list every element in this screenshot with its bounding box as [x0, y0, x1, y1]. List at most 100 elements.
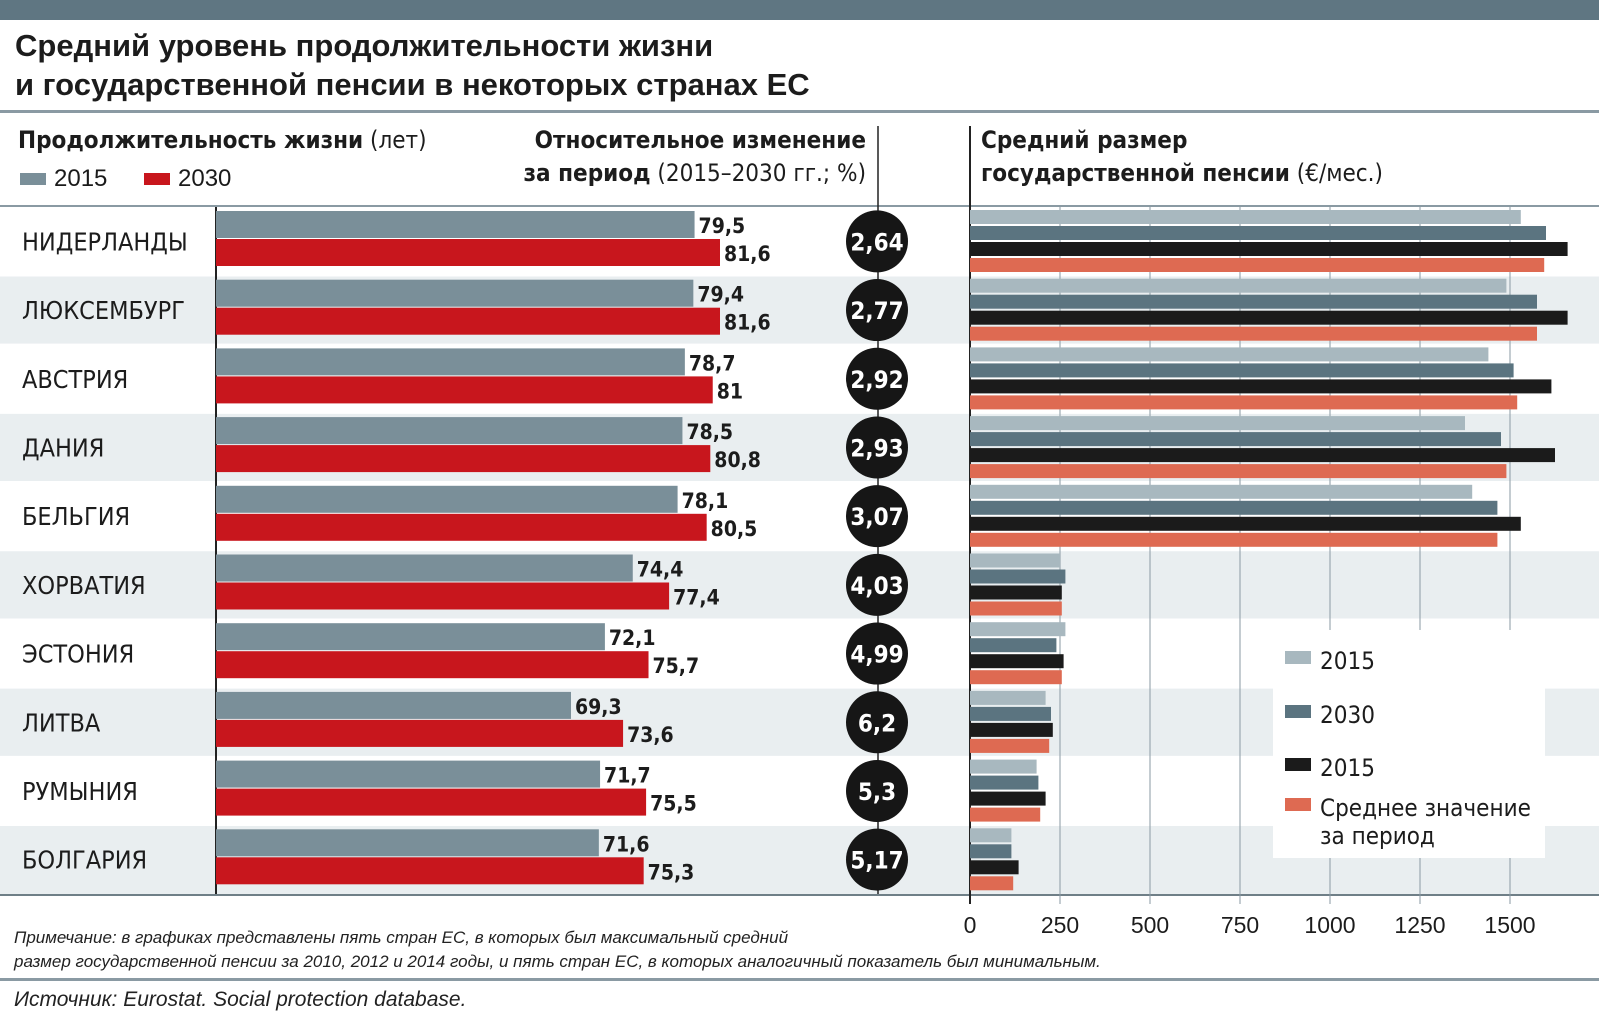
source-note: Источник: Eurostat. Social protection da…	[14, 988, 467, 1011]
footnote-line-2: размер государственной пенсии за 2010, 2…	[14, 952, 1101, 971]
life-bar-2015	[216, 760, 601, 788]
header-rule	[0, 205, 1599, 207]
pension-bar	[970, 569, 1066, 584]
change-value-label: 2,92	[850, 366, 903, 394]
life-value-label: 80,8	[714, 448, 761, 472]
country-label: ЭСТОНИЯ	[22, 640, 134, 669]
pension-bar	[970, 210, 1521, 224]
country-label: БЕЛЬГИЯ	[22, 502, 130, 531]
life-value-label: 81	[717, 379, 743, 403]
life-bar-2030	[216, 513, 707, 541]
pension-legend-label: 2030	[1320, 701, 1375, 729]
pension-bar	[970, 379, 1552, 394]
pension-header: Средний размер государственной пенсии (€…	[981, 124, 1383, 190]
pension-bar	[970, 553, 1060, 568]
pension-bar	[970, 690, 1046, 705]
country-label: ЛЮКСЕМБУРГ	[22, 296, 185, 325]
life-value-label: 75,7	[653, 654, 700, 678]
life-bar-2015	[216, 485, 678, 513]
footnote: Примечание: в графиках представлены пять…	[14, 926, 1101, 974]
pension-bar	[970, 738, 1050, 753]
pension-tick-label: 250	[1041, 912, 1079, 938]
change-header-line1: Относительное изменение	[534, 126, 866, 154]
change-badge	[846, 279, 908, 342]
life-value-label: 73,6	[627, 723, 674, 747]
change-badge	[846, 828, 908, 891]
pension-bar	[970, 363, 1514, 378]
source-divider	[0, 978, 1599, 981]
change-badge	[846, 210, 908, 273]
pension-bar	[970, 278, 1507, 293]
change-badge	[846, 553, 908, 616]
life-legend-2030: 2030	[144, 165, 231, 193]
pension-bar	[970, 601, 1062, 616]
life-value-label: 72,1	[609, 626, 656, 650]
pension-bar	[970, 347, 1489, 362]
pension-bar	[970, 310, 1568, 325]
change-header-bold: за период	[523, 159, 651, 187]
life-value-label: 71,6	[603, 832, 650, 856]
life-value-label: 81,6	[724, 242, 771, 266]
life-value-label: 78,7	[689, 351, 736, 375]
life-value-label: 79,4	[697, 283, 744, 307]
change-badge	[846, 622, 908, 685]
pension-tick-label: 1500	[1484, 912, 1535, 938]
life-value-label: 69,3	[575, 695, 622, 719]
pension-bar	[970, 622, 1066, 637]
life-legend-2015: 2015	[20, 165, 107, 193]
country-label: ЛИТВА	[22, 708, 101, 737]
life-header: Продолжительность жизни (лет)	[18, 124, 427, 157]
pension-legend-label: 2015	[1320, 647, 1375, 675]
pension-legend-swatch	[1285, 758, 1311, 771]
pension-bar	[970, 516, 1521, 531]
pension-bar	[970, 294, 1537, 309]
life-value-label: 77,4	[673, 586, 720, 610]
life-bar-2015	[216, 691, 571, 719]
pension-tick-label: 750	[1221, 912, 1259, 938]
pension-bar	[970, 706, 1051, 721]
life-value-label: 74,4	[637, 558, 684, 582]
country-label: БОЛГАРИЯ	[22, 846, 147, 875]
pension-bar	[970, 876, 1014, 891]
change-badge	[846, 347, 908, 410]
country-label: ДАНИЯ	[22, 433, 104, 462]
life-value-label: 78,5	[686, 420, 733, 444]
change-value-label: 4,99	[850, 641, 903, 669]
change-value-label: 5,17	[850, 847, 903, 875]
change-badge	[846, 416, 908, 479]
change-badge	[846, 691, 908, 754]
life-bar-2015	[216, 348, 685, 376]
pension-bar	[970, 807, 1041, 822]
life-bar-2015	[216, 279, 694, 307]
pension-bar	[970, 791, 1046, 806]
change-header-unit: (2015–2030 гг.; %)	[650, 159, 866, 187]
pension-bar	[970, 395, 1518, 410]
life-bar-2030	[216, 239, 720, 266]
life-header-unit: (лет)	[363, 126, 427, 154]
life-value-label: 80,5	[711, 517, 758, 541]
pension-bar	[970, 722, 1053, 737]
pension-bar	[970, 860, 1019, 875]
pension-tick-label: 1250	[1394, 912, 1445, 938]
title-line-1: Средний уровень продолжительности жизни	[15, 28, 714, 63]
country-label: РУМЫНИЯ	[22, 777, 138, 806]
change-value-label: 4,03	[850, 572, 903, 600]
change-value-label: 3,07	[850, 503, 903, 531]
pension-bar	[970, 432, 1501, 447]
life-bar-2015	[216, 554, 633, 582]
country-label: НИДЕРЛАНДЫ	[22, 227, 188, 256]
footnote-line-1: Примечание: в графиках представлены пять…	[14, 928, 789, 947]
life-bar-2030	[216, 719, 624, 747]
change-value-label: 2,93	[850, 434, 903, 462]
pension-bar	[970, 654, 1064, 669]
life-value-label: 78,1	[682, 489, 729, 513]
life-bar-2030	[216, 788, 647, 816]
life-bar-2030	[216, 582, 670, 610]
legend-swatch-2015	[20, 173, 46, 185]
bottom-rule	[0, 894, 1599, 896]
pension-bar	[970, 326, 1537, 341]
pension-bar	[970, 759, 1037, 774]
pension-tick-label: 0	[964, 912, 977, 938]
legend-label-2015: 2015	[54, 165, 108, 192]
change-value-label: 2,64	[850, 228, 903, 256]
